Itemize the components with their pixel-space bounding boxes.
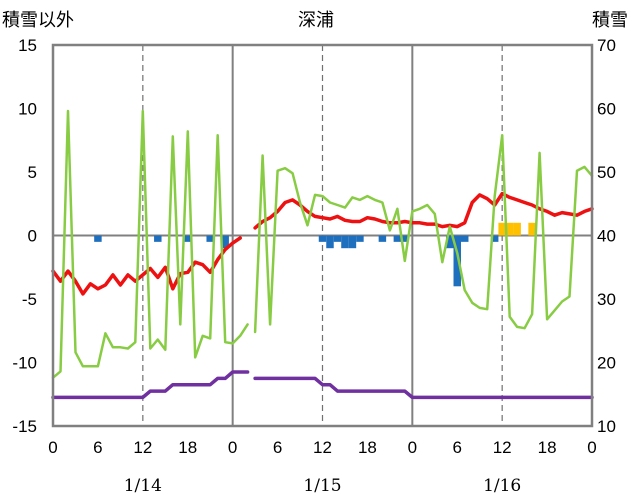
y-right-tick-label: 60 xyxy=(597,100,616,119)
bar-layer xyxy=(94,222,536,287)
y-right-tick-label: 40 xyxy=(597,227,616,246)
bar-series-0-bar xyxy=(221,235,229,249)
y-left-tick-label: 10 xyxy=(18,100,37,119)
bar-series-0-bar xyxy=(333,235,342,242)
y-left-tick-label: 5 xyxy=(28,163,37,182)
line-series-1 xyxy=(51,109,594,379)
y-left-tick-label: -5 xyxy=(22,290,37,309)
chart-title: 深浦 xyxy=(298,10,334,31)
x-tick-label: 6 xyxy=(273,438,282,457)
y-right-tick-label: 10 xyxy=(597,417,616,436)
bar-series-0-bar xyxy=(184,235,192,242)
bar-series-0-bar xyxy=(453,235,461,287)
x-tick-label: 0 xyxy=(587,438,596,457)
y-left-tick-label: -10 xyxy=(12,354,37,373)
x-tick-label: 18 xyxy=(538,438,557,457)
x-tick-label: 12 xyxy=(133,438,152,457)
bar-series-0-bar xyxy=(318,235,327,242)
bar-series-0-bar xyxy=(94,235,102,242)
y-left-tick-label: -15 xyxy=(12,417,37,436)
y-left-tick-label: 0 xyxy=(28,227,37,246)
y-right-tick-label: 20 xyxy=(597,354,616,373)
x-tick-label: 12 xyxy=(313,438,332,457)
y-left-tick-label: 15 xyxy=(18,36,37,55)
x-tick-label: 18 xyxy=(358,438,377,457)
right-axis-title: 積雪 xyxy=(592,10,628,31)
bar-series-1-bar xyxy=(498,222,506,236)
date-label: 1/16 xyxy=(483,476,521,496)
x-tick-label: 18 xyxy=(178,438,197,457)
plot-frame xyxy=(51,43,594,428)
left-axis-title: 積雪以外 xyxy=(2,10,74,31)
bar-series-0-bar xyxy=(341,235,349,249)
x-tick-label: 6 xyxy=(453,438,462,457)
x-tick-label: 12 xyxy=(493,438,512,457)
bar-series-0-bar xyxy=(393,235,402,242)
bar-series-0-bar xyxy=(326,235,334,249)
x-tick-label: 6 xyxy=(93,438,102,457)
bar-series-0-bar xyxy=(206,235,214,242)
bar-series-0-bar xyxy=(446,235,454,249)
x-tick-label: 0 xyxy=(408,438,417,457)
bar-series-0-bar xyxy=(401,235,409,242)
bar-series-0-bar xyxy=(490,235,499,242)
bar-series-1-bar xyxy=(513,222,521,236)
x-tick-label: 0 xyxy=(48,438,57,457)
bar-series-0-bar xyxy=(356,235,364,242)
bar-series-0-bar xyxy=(154,235,162,242)
y-right-tick-label: 70 xyxy=(597,36,616,55)
line-series-2 xyxy=(51,370,594,400)
bar-series-0-bar xyxy=(460,235,469,242)
bar-series-0-bar xyxy=(348,235,357,249)
date-label: 1/15 xyxy=(303,476,341,496)
bar-series-1-bar xyxy=(528,222,536,236)
y-right-tick-label: 50 xyxy=(597,163,616,182)
x-tick-label: 0 xyxy=(228,438,237,457)
date-label: 1/14 xyxy=(124,476,162,496)
y-right-tick-label: 30 xyxy=(597,290,616,309)
bar-series-0-bar xyxy=(378,235,387,242)
line-layer xyxy=(51,109,594,400)
bar-series-1-bar xyxy=(505,222,514,236)
